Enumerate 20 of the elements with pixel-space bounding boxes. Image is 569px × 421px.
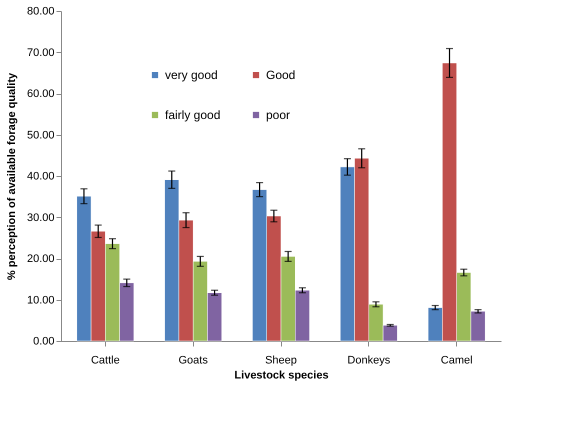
legend-label: poor: [266, 108, 290, 122]
y-tick-label: 80.00: [26, 6, 54, 18]
y-tick-label: 50.00: [26, 129, 54, 142]
legend-label: very good: [165, 68, 218, 82]
y-tick-label: 70.00: [26, 46, 54, 59]
y-tick-label: 40.00: [26, 170, 54, 182]
y-tick-label: 60.00: [26, 88, 54, 100]
legend-label: fairly good: [165, 108, 220, 122]
y-tick-label: 10.00: [26, 294, 54, 306]
y-axis-title: % perception of available forage quality: [6, 72, 18, 280]
x-tick-label: Donkeys: [347, 354, 391, 366]
legend-label: Good: [266, 68, 296, 82]
x-tick-label: Sheep: [265, 354, 297, 366]
x-tick-label: Camel: [440, 354, 473, 366]
y-tick-label: 0.00: [33, 336, 54, 348]
x-axis-title: Livestock species: [234, 370, 329, 382]
y-tick-label: 30.00: [26, 212, 54, 224]
x-tick-label: Goats: [178, 354, 208, 366]
x-tick-label: Cattle: [90, 354, 120, 366]
y-tick-label: 20.00: [26, 253, 54, 265]
